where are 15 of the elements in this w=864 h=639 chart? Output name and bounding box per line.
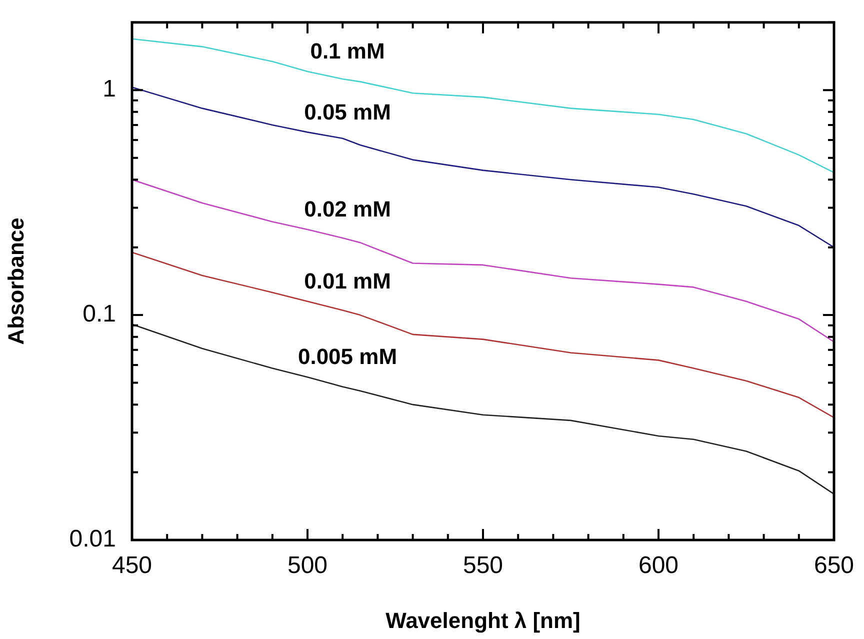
series-label: 0.1 mM xyxy=(310,38,385,64)
x-tick-label: 600 xyxy=(638,552,679,580)
series-label: 0.05 mM xyxy=(304,99,391,124)
x-tick-label: 450 xyxy=(112,552,152,580)
y-tick-label: 0.01 xyxy=(69,526,116,553)
x-tick-label: 550 xyxy=(462,552,504,580)
series-label: 0.02 mM xyxy=(304,196,391,222)
x-tick-label: 500 xyxy=(287,552,328,580)
x-tick-label: 650 xyxy=(814,552,854,580)
x-axis-title: Wavelenght λ [nm] xyxy=(386,608,580,633)
y-axis-title: Absorbance xyxy=(3,218,28,345)
series-label: 0.01 mM xyxy=(304,268,391,294)
y-tick-label: 0.1 xyxy=(82,300,116,328)
y-tick-label: 1 xyxy=(102,76,116,103)
series-label: 0.005 mM xyxy=(298,344,398,370)
